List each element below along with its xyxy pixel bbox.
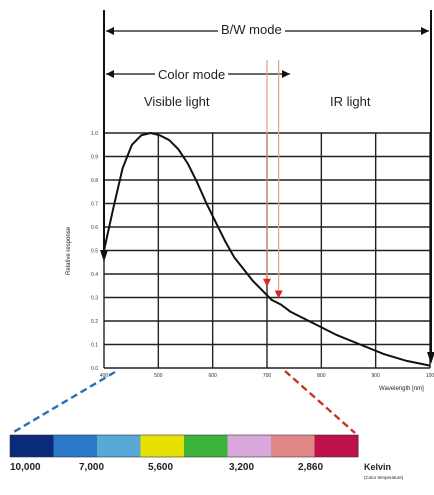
kelvin-tick: 10,000 xyxy=(10,462,41,473)
x-tick-label: 600 xyxy=(208,373,217,379)
color-swatch xyxy=(53,435,98,457)
arrow-head-bw-left xyxy=(106,27,114,35)
ir-cut-marker xyxy=(263,278,271,287)
y-tick-label: 1.0 xyxy=(91,131,98,137)
kelvin-tick: 2,860 xyxy=(298,462,324,473)
x-tick-label: 400 xyxy=(100,373,109,379)
color-swatch xyxy=(271,435,315,457)
y-tick-label: 0.2 xyxy=(91,319,98,325)
x-tick-label: 500 xyxy=(154,373,163,379)
visible-light-label: Visible light xyxy=(144,94,210,109)
x-tick-label: 100 xyxy=(426,373,434,379)
kelvin-tick: 5,600 xyxy=(148,462,174,473)
arrow-head-color-right xyxy=(282,70,290,78)
kelvin-tick: 3,200 xyxy=(229,462,255,473)
y-tick-label: 0.4 xyxy=(91,272,98,278)
y-tick-label: 0.6 xyxy=(91,225,98,231)
x-axis-label: Wavelength [nm] xyxy=(379,386,424,392)
y-tick-label: 0.0 xyxy=(91,366,98,372)
color-swatch xyxy=(184,435,228,457)
y-axis-label: Relative response xyxy=(66,226,72,275)
response-curve xyxy=(103,131,431,367)
color-swatch xyxy=(227,435,272,457)
arrow-head-color-left xyxy=(106,70,114,78)
color-swatch xyxy=(97,435,141,457)
y-tick-label: 0.7 xyxy=(91,202,98,208)
color-bar-frame xyxy=(9,434,359,458)
x-tick-label: 800 xyxy=(317,373,326,379)
kelvin-label: Kelvin xyxy=(364,462,392,472)
y-tick-label: 0.1 xyxy=(91,343,98,349)
color-swatch xyxy=(314,435,359,457)
kelvin-sublabel: (Color temperature) xyxy=(364,475,404,480)
bw-mode-label: B/W mode xyxy=(218,22,285,37)
color-swatch xyxy=(10,435,54,457)
kelvin-tick: 7,000 xyxy=(79,462,105,473)
y-tick-label: 0.5 xyxy=(91,249,98,255)
y-tick-label: 0.8 xyxy=(91,178,98,184)
dashed-leader-red xyxy=(284,370,356,434)
arrow-head-bw-right xyxy=(421,27,429,35)
y-tick-label: 0.9 xyxy=(91,155,98,161)
ir-light-label: IR light xyxy=(330,94,371,109)
color-mode-label: Color mode xyxy=(155,67,229,82)
color-swatch xyxy=(140,435,185,457)
dashed-leader-blue xyxy=(11,370,116,435)
arrow-head-right xyxy=(427,352,434,364)
y-tick-label: 0.3 xyxy=(91,296,98,302)
ir-cut-marker xyxy=(274,290,283,299)
x-tick-label: 900 xyxy=(371,373,380,379)
x-tick-label: 700 xyxy=(263,373,272,379)
arrow-head-left xyxy=(100,250,108,262)
